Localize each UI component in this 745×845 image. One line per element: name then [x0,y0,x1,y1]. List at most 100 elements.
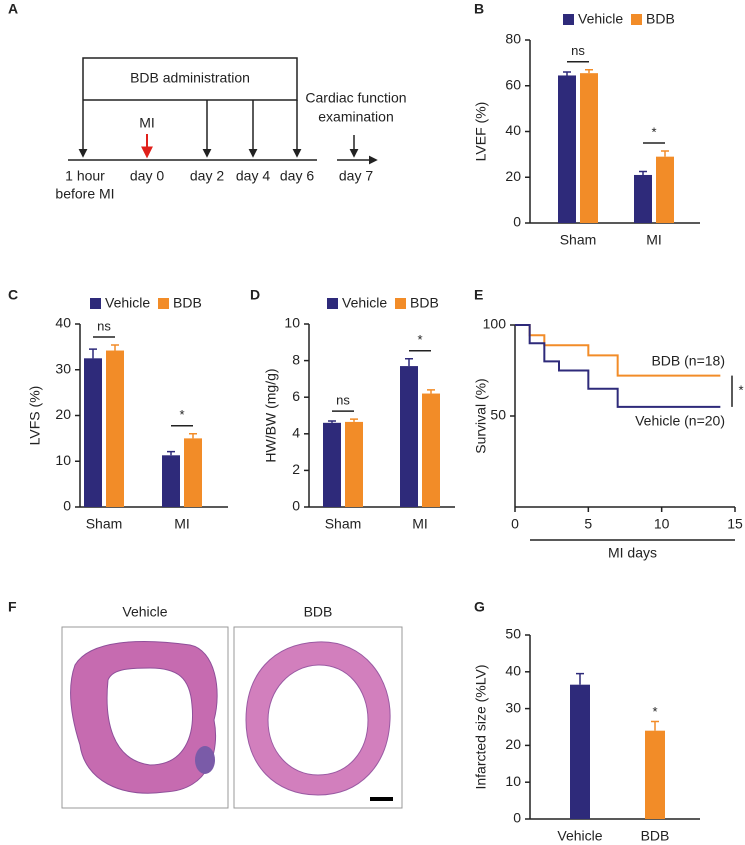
significance-label: * [738,383,743,398]
bar [634,174,652,223]
error-bar [167,450,175,456]
significance-label: ns [97,318,111,333]
legend-label: Vehicle [578,11,623,27]
series-label: BDB (n=18) [651,352,725,368]
x-tick-label: Sham [560,232,597,248]
x-tick-label: MI [412,516,428,532]
panel-label: G [474,599,485,615]
significance-label: ns [571,43,585,58]
tissue-stain [195,746,215,774]
error-bar [89,348,97,359]
y-tick-label: 60 [505,76,521,92]
panel-label: B [474,1,484,17]
legend-swatch [563,14,574,25]
y-tick-label: 10 [505,773,521,789]
x-tick-label: 0 [511,516,519,532]
x-tick-label: Sham [325,516,362,532]
error-bar [585,68,593,74]
panel-label: A [8,1,18,17]
y-tick-label: 100 [483,316,507,332]
y-tick-label: 30 [505,699,521,715]
bar [184,438,202,507]
bar [162,455,180,507]
error-bar [189,433,197,439]
error-bar [661,150,669,157]
significance-label: * [651,124,656,139]
time-label: day 7 [339,168,373,184]
histology: Vehicle BDB [61,604,403,809]
x-tick-label: MI [646,232,662,248]
end-label: examination [318,109,394,125]
legend-swatch [395,298,406,309]
y-tick-label: 0 [63,498,71,514]
survival-line [515,324,721,408]
error-bar [563,71,571,76]
y-axis-label: Survival (%) [473,378,489,453]
tissue-section [245,641,391,796]
bar [422,393,440,507]
significance-label: * [179,407,184,422]
y-axis-label: LVFS (%) [27,386,43,446]
x-tick-label: MI [174,516,190,532]
legend-label: BDB [173,295,202,311]
y-axis-label: HW/BW (mg/g) [263,368,279,462]
time-label: day 4 [236,168,270,184]
y-tick-label: 10 [55,452,71,468]
error-bar [350,418,358,422]
y-tick-label: 0 [513,214,521,230]
significance-label: * [652,704,657,719]
legend-label: BDB [410,295,439,311]
x-tick-label: 15 [727,516,743,532]
time-label: day 6 [280,168,314,184]
error-bar [576,672,584,685]
y-tick-label: 50 [490,407,506,423]
y-tick-label: 30 [55,360,71,376]
x-tick-label: BDB [641,828,670,844]
error-bar [639,170,647,175]
error-bar [328,420,336,423]
y-tick-label: 6 [292,388,300,404]
bar [558,75,576,223]
x-tick-label: 10 [654,516,670,532]
image-label: Vehicle [122,604,167,620]
bar [106,350,124,507]
legend-swatch [90,298,101,309]
bar [84,358,102,507]
bar [570,684,590,819]
x-axis-label: MI days [608,545,657,561]
error-bar [111,344,119,351]
y-tick-label: 80 [505,31,521,47]
time-label: day 2 [190,168,224,184]
legend-swatch [631,14,642,25]
legend-swatch [327,298,338,309]
panel-label: E [474,287,483,303]
legend-label: Vehicle [342,295,387,311]
admin-box [82,57,298,101]
timeline: BDB administration MI Cardiac function e… [55,57,407,202]
y-tick-label: 4 [292,425,300,441]
significance-label: * [417,332,422,347]
y-tick-label: 40 [55,315,71,331]
panel-label: F [8,599,17,615]
legend-label: Vehicle [105,295,150,311]
error-bar [405,358,413,367]
significance-label: ns [336,393,350,408]
y-tick-label: 8 [292,351,300,367]
panel-label: C [8,287,18,303]
time-label: day 0 [130,168,164,184]
y-axis-label: Infarcted size (%LV) [473,664,489,789]
box-label: BDB administration [130,70,250,86]
legend-label: BDB [646,11,675,27]
bar [580,73,598,223]
y-tick-label: 50 [505,626,521,642]
x-tick-label: Vehicle [557,828,602,844]
y-tick-label: 0 [292,498,300,514]
error-bar [427,389,435,394]
time-label: 1 hour [65,168,105,184]
x-tick-label: 5 [584,516,592,532]
image-label: BDB [304,604,333,620]
y-tick-label: 40 [505,122,521,138]
bar [645,730,665,819]
series-label: Vehicle (n=20) [635,413,725,429]
